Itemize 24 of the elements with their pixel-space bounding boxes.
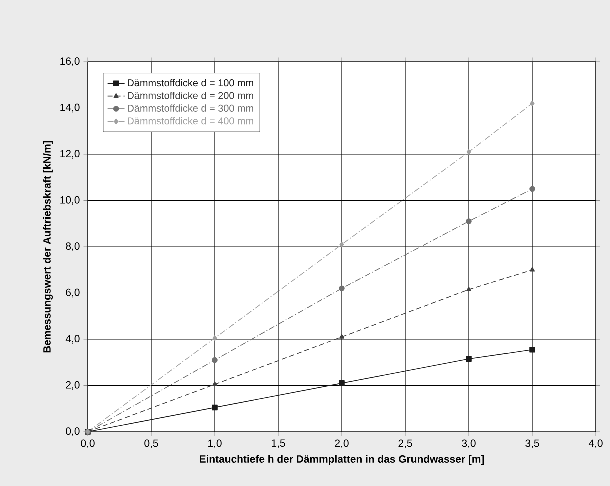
legend-label: Dämmstoffdicke d = 300 mm: [128, 104, 254, 112]
legend-label: Dämmstoffdicke d = 100 mm: [128, 79, 254, 87]
x-tick-label: 0,0: [81, 440, 95, 448]
legend-label: Dämmstoffdicke d = 200 mm: [128, 92, 254, 100]
legend-label: Dämmstoffdicke d = 400 mm: [128, 117, 254, 125]
x-tick-label: 3,0: [462, 440, 476, 448]
x-axis-title: Eintauchtiefe h der Dämmplatten in das Grundwasser [m]: [200, 455, 484, 466]
y-tick-label: 6,0: [66, 288, 80, 298]
x-tick-label: 2,5: [398, 440, 412, 448]
y-tick-label: 2,0: [66, 381, 80, 390]
x-tick-label: 1,0: [208, 440, 222, 448]
x-tick-label: 4,0: [588, 440, 603, 448]
y-tick-label: 12,0: [60, 150, 80, 159]
x-tick-label: 1,5: [272, 440, 286, 448]
x-tick-label: 3,5: [526, 440, 540, 448]
y-tick-label: 16,0: [60, 58, 80, 66]
y-tick-label: 0,0: [66, 428, 80, 436]
y-tick-label: 14,0: [60, 104, 80, 113]
x-tick-label: 0,5: [144, 440, 158, 448]
x-tick-label: 2,0: [335, 440, 349, 448]
y-tick-label: 8,0: [66, 242, 80, 252]
y-tick-label: 4,0: [66, 335, 80, 344]
y-axis-title: Bemessungswert der Auftriebskraft [kN/m]: [43, 141, 54, 353]
y-tick-label: 10,0: [60, 196, 80, 206]
